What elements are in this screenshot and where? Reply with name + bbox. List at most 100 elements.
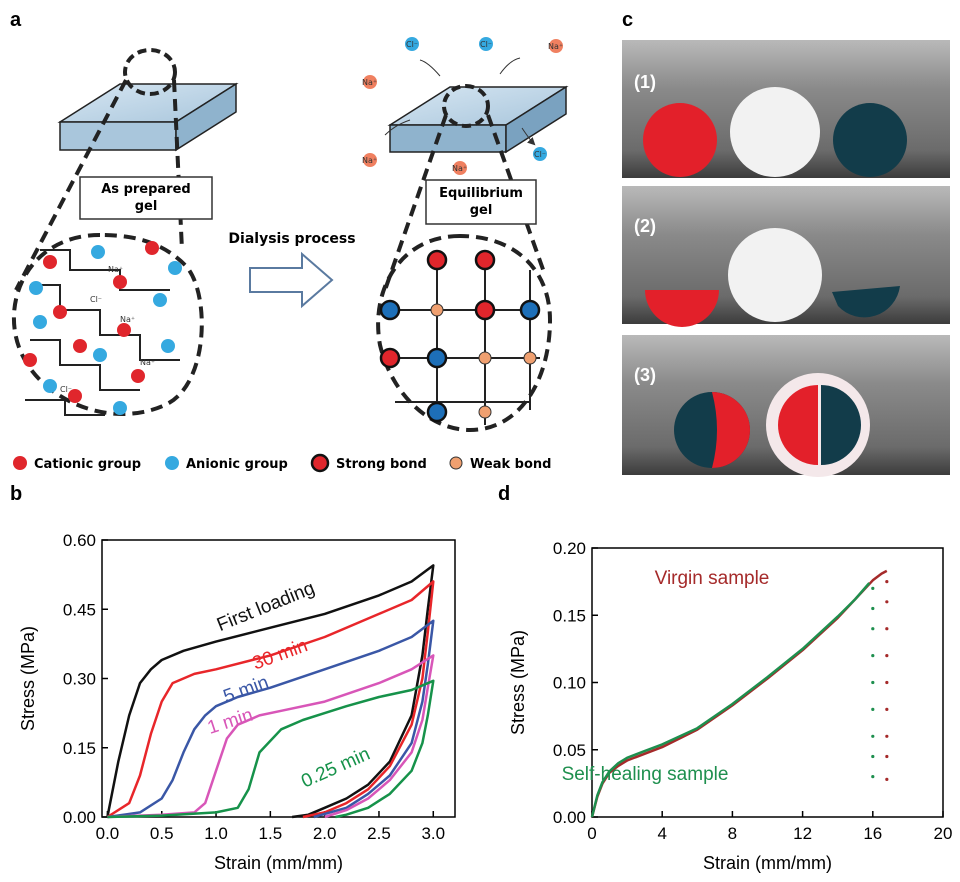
cation [131, 369, 145, 383]
ion: Na⁺ [120, 315, 135, 324]
anion [161, 339, 175, 353]
legend-label: Anionic group [186, 457, 288, 472]
anion [33, 315, 47, 329]
photo-label: (3) [634, 365, 656, 385]
anion [93, 348, 107, 362]
series-label: 30 min [250, 635, 311, 674]
process-label: Dialysis process [228, 231, 355, 247]
y-tick-label: 0.20 [553, 539, 586, 558]
series-label: Virgin sample [655, 568, 770, 589]
x-tick-label: 0.5 [150, 824, 174, 843]
gel-slab-side [390, 125, 506, 152]
legend-label: Strong bond [336, 457, 427, 472]
legend-swatch [450, 457, 462, 469]
break-point [885, 627, 888, 630]
gel-label: gel [470, 203, 493, 218]
plot-frame [102, 540, 455, 817]
ion: Cl⁻ [60, 385, 72, 394]
series-line [107, 681, 433, 817]
break-point [871, 587, 874, 590]
x-axis-label: Strain (mm/mm) [703, 853, 832, 873]
anion [113, 401, 127, 415]
y-tick-label: 0.15 [553, 606, 586, 625]
legend-swatch [165, 456, 179, 470]
panel-c: c (1) (2) (3) [622, 9, 950, 477]
weak-bond [479, 352, 491, 364]
ion: Na⁺ [108, 265, 123, 274]
strong-bond [521, 301, 539, 319]
y-tick-label: 0.10 [553, 674, 586, 693]
y-tick-label: 0.05 [553, 741, 586, 760]
anion [168, 261, 182, 275]
break-point [871, 708, 874, 711]
series-line [107, 655, 433, 817]
cation [145, 241, 159, 255]
break-point [885, 600, 888, 603]
ion: Na⁺ [140, 358, 155, 367]
legend-label: Cationic group [34, 457, 141, 472]
ion: Na⁺ [452, 164, 467, 173]
white-gel [730, 87, 820, 177]
legend-swatch [312, 455, 328, 471]
ion: Cl⁻ [90, 295, 102, 304]
teal-gel [833, 103, 907, 177]
x-tick-label: 20 [934, 824, 953, 843]
y-axis-label: Stress (MPa) [508, 630, 528, 735]
y-tick-label: 0.60 [63, 531, 96, 550]
legend-label: Weak bond [470, 457, 551, 472]
cation [23, 353, 37, 367]
photo-label: (2) [634, 216, 656, 236]
y-tick-label: 0.00 [63, 808, 96, 827]
anion [29, 281, 43, 295]
ion: Na⁺ [362, 78, 377, 87]
gel-label: As prepared [101, 182, 190, 197]
cation [73, 339, 87, 353]
gel-slab-side [60, 122, 176, 150]
ion: Cl⁻ [534, 150, 546, 159]
series-label: First loading [214, 578, 318, 636]
break-point [871, 735, 874, 738]
zoom-balloon [378, 236, 550, 430]
strong-bond [381, 301, 399, 319]
strong-bond [381, 349, 399, 367]
ion: Na⁺ [362, 156, 377, 165]
gel-label: Equilibrium [439, 186, 523, 201]
panel-label: d [498, 483, 510, 505]
gel-label: gel [135, 199, 158, 214]
y-axis-label: Stress (MPa) [18, 626, 38, 731]
break-point [871, 627, 874, 630]
panel-label: b [10, 483, 22, 505]
break-point [885, 654, 888, 657]
weak-bond [524, 352, 536, 364]
x-axis-label: Strain (mm/mm) [214, 853, 343, 873]
strong-bond [428, 403, 446, 421]
anion [91, 245, 105, 259]
x-tick-label: 3.0 [421, 824, 445, 843]
x-tick-label: 4 [657, 824, 666, 843]
break-point [871, 755, 874, 758]
ion: Cl⁻ [480, 40, 492, 49]
white-gel [728, 228, 822, 322]
break-point [885, 735, 888, 738]
cation [113, 275, 127, 289]
anion [43, 379, 57, 393]
break-point [871, 775, 874, 778]
y-tick-label: 0.00 [553, 808, 586, 827]
ion: Cl⁻ [406, 40, 418, 49]
break-point [885, 580, 888, 583]
panel-a: a As prepared gel Na⁺ Cl⁻ Na⁺ Na⁺ Cl⁻ Di… [10, 9, 566, 472]
x-tick-label: 0 [587, 824, 596, 843]
break-point [885, 755, 888, 758]
break-point [871, 607, 874, 610]
break-point [871, 681, 874, 684]
ion: Na⁺ [548, 42, 563, 51]
anion [153, 293, 167, 307]
weak-bond [431, 304, 443, 316]
strong-bond [428, 251, 446, 269]
figure: a As prepared gel Na⁺ Cl⁻ Na⁺ Na⁺ Cl⁻ Di… [0, 0, 960, 882]
x-tick-label: 0.0 [96, 824, 120, 843]
break-point [871, 654, 874, 657]
panel-label: c [622, 9, 633, 31]
red-gel [643, 103, 717, 177]
x-tick-label: 1.0 [204, 824, 228, 843]
